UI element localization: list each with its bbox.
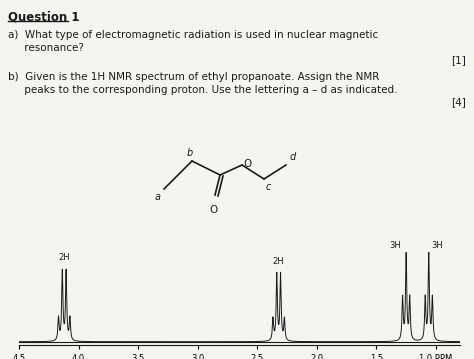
Text: resonance?: resonance? (8, 43, 84, 53)
Text: 3H: 3H (390, 241, 401, 250)
Text: O: O (210, 205, 218, 215)
Text: O: O (243, 159, 251, 169)
Text: Question 1: Question 1 (8, 10, 80, 23)
Text: 2H: 2H (58, 253, 70, 262)
Text: peaks to the corresponding proton. Use the lettering a – d as indicated.: peaks to the corresponding proton. Use t… (8, 85, 398, 95)
Text: b)  Given is the 1H NMR spectrum of ethyl propanoate. Assign the NMR: b) Given is the 1H NMR spectrum of ethyl… (8, 72, 379, 82)
Text: a: a (155, 192, 161, 202)
Text: 2H: 2H (273, 257, 284, 266)
Text: b: b (187, 148, 193, 158)
Text: a)  What type of electromagnetic radiation is used in nuclear magnetic: a) What type of electromagnetic radiatio… (8, 30, 378, 40)
Text: 3H: 3H (431, 241, 443, 250)
Text: d: d (290, 152, 296, 162)
Text: [1]: [1] (451, 55, 466, 65)
Text: [4]: [4] (451, 97, 466, 107)
Text: c: c (266, 182, 272, 192)
